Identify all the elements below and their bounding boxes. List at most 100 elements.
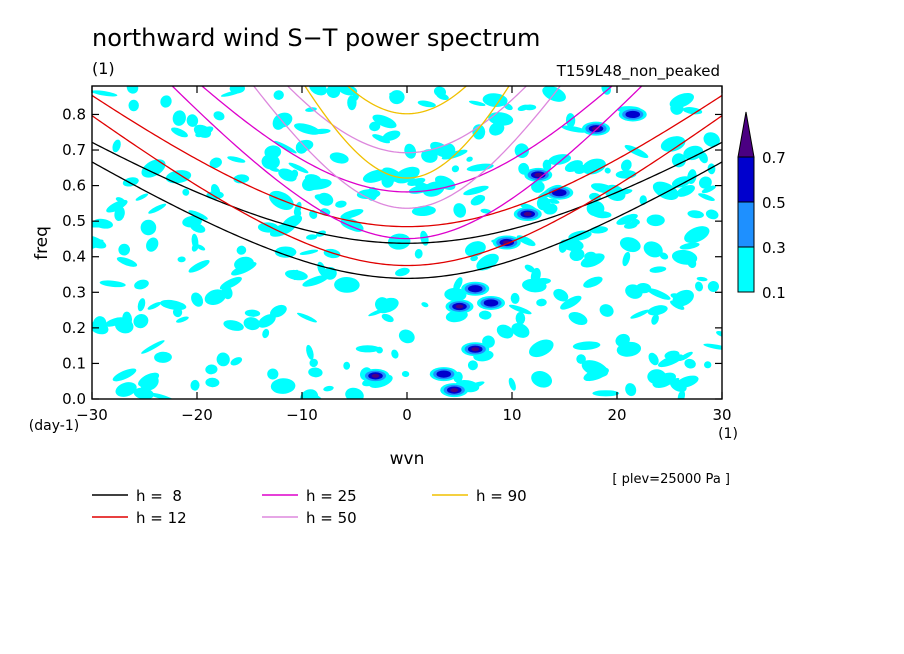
contour-speckle	[671, 153, 686, 168]
contour-speckle	[707, 280, 719, 293]
x-tick-label: −20	[181, 406, 213, 424]
contour-speckle	[340, 208, 364, 219]
contour-speckle	[411, 205, 436, 217]
contour-speckle	[470, 255, 478, 262]
contour-speckle	[395, 267, 410, 277]
contour-speckle	[568, 311, 588, 326]
contour-speckle	[133, 387, 154, 399]
contour-speckle	[421, 302, 429, 308]
contour-speckle	[356, 189, 381, 200]
contour-speckle	[137, 298, 146, 312]
contour-speckle	[270, 378, 296, 394]
contour-speckle	[510, 292, 520, 304]
contour-speckle	[496, 324, 514, 339]
contour-speckle	[677, 390, 686, 399]
contour-cell	[467, 285, 483, 293]
contour-speckle	[236, 245, 247, 255]
contour-speckle	[196, 244, 206, 251]
contour-speckle	[678, 351, 693, 362]
colorbar-label: 0.7	[762, 149, 786, 167]
colorbar-label: 0.3	[762, 239, 786, 257]
contour-speckle	[297, 312, 317, 323]
colorbar: 0.7 0.5 0.3 0.1	[737, 111, 786, 302]
contour-speckle	[133, 314, 149, 329]
contour-speckle	[116, 256, 138, 267]
contour-speckle	[122, 311, 133, 327]
contour-speckle	[382, 130, 401, 142]
contour-speckle	[489, 122, 505, 136]
contour-cell	[523, 212, 532, 217]
curve-h50-n2	[286, 86, 528, 154]
contour-speckle	[141, 340, 165, 354]
contour-speckle	[583, 276, 603, 288]
contour-speckle	[451, 165, 460, 173]
y-tick-label: 0.6	[62, 177, 86, 195]
contour-speckle	[147, 302, 162, 310]
contour-speckle	[177, 256, 186, 263]
contour-speckle	[273, 90, 284, 100]
contour-speckle	[285, 269, 308, 281]
contour-speckle	[670, 300, 685, 310]
contour-speckle	[568, 230, 592, 241]
contour-speckle	[433, 86, 447, 97]
contour-speckle	[352, 92, 359, 102]
contour-speckle	[186, 114, 199, 127]
contour-speckle	[343, 361, 351, 370]
contour-speckle	[299, 249, 319, 255]
colorbar-segment	[737, 246, 755, 293]
curve-h12-n2	[92, 94, 722, 228]
contour-speckle	[306, 234, 318, 240]
contour-speckle	[625, 284, 643, 299]
contour-speckle	[622, 251, 631, 267]
contour-speckle	[134, 279, 149, 290]
contour-speckle	[514, 143, 529, 158]
contour-speckle	[453, 203, 467, 218]
contour-speckle	[362, 169, 389, 183]
contour-speckle	[652, 379, 668, 385]
contour-speckle	[625, 383, 637, 397]
contour-speckle	[308, 367, 323, 378]
contour-speckle	[705, 209, 719, 220]
contour-speckle	[420, 230, 429, 246]
y-tick-label: 0.2	[62, 319, 86, 337]
contour-speckle	[687, 210, 704, 219]
contour-speckle	[679, 242, 700, 250]
contour-speckle	[683, 145, 704, 161]
y-tick-label: 0.4	[62, 248, 86, 266]
contour-speckle	[536, 196, 551, 211]
contour-speckle	[126, 86, 139, 94]
contour-speckle	[508, 304, 532, 315]
contour-speckle	[160, 299, 187, 311]
contour-speckle	[112, 139, 121, 153]
contour-speckle	[478, 310, 492, 320]
contour-speckle	[536, 298, 547, 307]
contour-speckle	[209, 157, 222, 169]
legend-label: h = 12	[136, 509, 187, 527]
contour-speckle	[529, 339, 554, 358]
contour-speckle	[669, 92, 694, 109]
contour-speckle	[619, 237, 641, 253]
contour-speckle	[547, 198, 560, 204]
y-tick-label: 0.0	[62, 390, 86, 408]
contour-speckle	[223, 320, 244, 331]
contour-speckle	[572, 341, 601, 350]
contour-speckle	[394, 166, 420, 184]
contour-speckle	[695, 281, 703, 292]
contour-speckle	[146, 237, 159, 252]
contour-speckle	[233, 174, 250, 184]
contour-speckle	[704, 361, 712, 369]
contour-speckle	[592, 390, 620, 397]
contour-speckle	[467, 360, 478, 371]
contour-speckle	[205, 377, 220, 388]
contour-speckle	[341, 217, 364, 232]
contour-speckle	[553, 288, 569, 302]
contour-speckle	[138, 372, 160, 387]
contour-speckle	[569, 248, 585, 262]
contour-speckle	[643, 241, 663, 258]
contour-speckle	[524, 264, 536, 273]
contour-speckle	[466, 156, 473, 162]
contour-cell	[450, 388, 459, 393]
contour-speckle	[176, 316, 189, 323]
x-unit-label: (1)	[718, 426, 738, 442]
contour-speckle	[306, 344, 314, 360]
